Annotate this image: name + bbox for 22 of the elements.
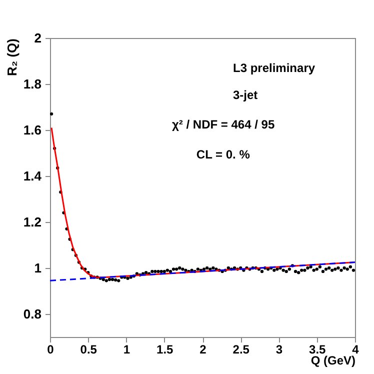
y-tick-label: 1.2 — [23, 214, 42, 230]
x-tick-label: 3.5 — [309, 342, 326, 356]
annotation: L3 preliminary — [233, 60, 316, 75]
x-tick-label: 1 — [123, 342, 130, 356]
y-tick-label: 2 — [34, 30, 42, 46]
x-tick-label: 0 — [47, 342, 54, 356]
y-axis-title: R₂ (Q) — [4, 38, 20, 76]
x-axis-title: Q (GeV) — [310, 354, 356, 368]
x-tick-label: 4 — [352, 342, 360, 356]
x-tick-label: 1.5 — [156, 342, 174, 356]
y-tick-label: 1 — [34, 260, 42, 276]
x-tick-label: 0.5 — [80, 342, 98, 356]
x-tick-label: 2.5 — [232, 342, 250, 356]
y-tick-label: 0.8 — [23, 306, 42, 322]
annotation: χ² / NDF = 464 / 95 — [172, 118, 275, 132]
y-tick-label: 1.6 — [23, 122, 42, 138]
x-tick-label: 3 — [276, 342, 283, 356]
x-tick-label: 2 — [200, 342, 207, 356]
annotation: 3-jet — [233, 88, 258, 102]
annotation: CL = 0. % — [196, 148, 250, 162]
y-tick-label: 1.8 — [23, 76, 42, 92]
y-tick-label: 1.4 — [23, 168, 42, 184]
